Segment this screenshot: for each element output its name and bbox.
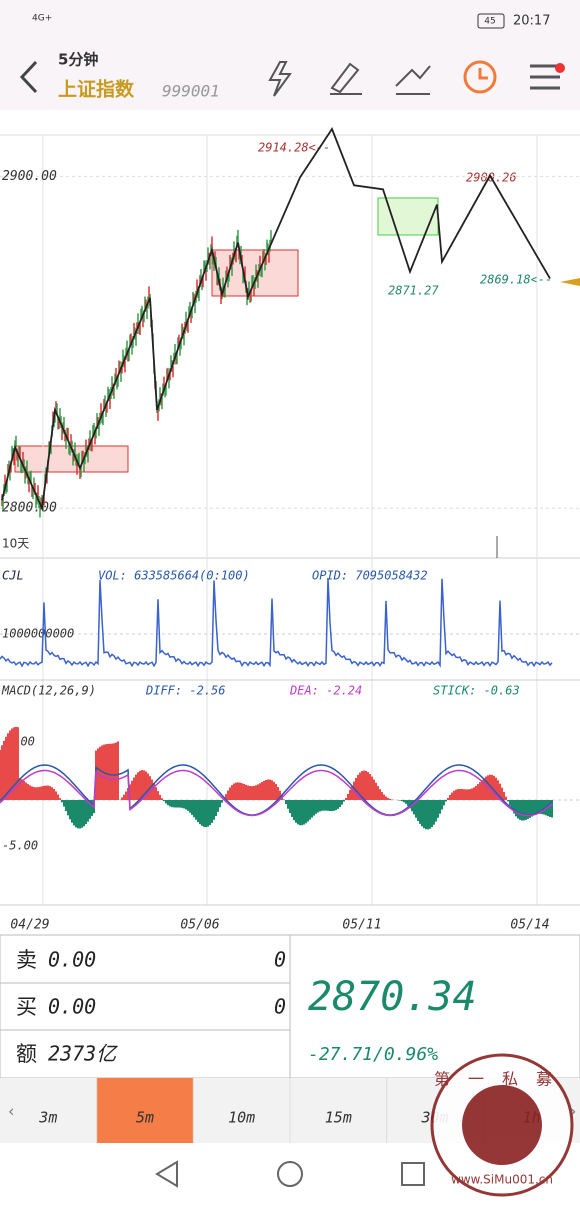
battery: 45 bbox=[484, 17, 495, 27]
watermark-title: 第一私募 bbox=[434, 1070, 570, 1089]
tab[interactable]: 10m bbox=[228, 1109, 255, 1127]
seal-core bbox=[462, 1085, 542, 1165]
line-button[interactable] bbox=[395, 65, 431, 95]
row-value: 0.00 bbox=[48, 948, 96, 972]
row-label: 卖 bbox=[16, 948, 37, 972]
index-code: 999001 bbox=[162, 82, 220, 101]
watermark: 第一私募 www.SiMu001.cn bbox=[430, 1053, 574, 1197]
row-volume: 0 bbox=[274, 995, 286, 1019]
quote-table: 卖 0.00 0 买 0.00 0 额 2373亿 2870.34 -27.71/0.96% bbox=[0, 934, 580, 1079]
row-value: 0.00 bbox=[48, 995, 96, 1019]
row-label: 买 bbox=[16, 995, 37, 1019]
date-label: 05/11 bbox=[342, 918, 381, 933]
index-name: 上证指数 bbox=[58, 78, 135, 101]
badge bbox=[555, 63, 565, 73]
back-button[interactable] bbox=[19, 60, 38, 94]
macd-tick: -5.00 bbox=[2, 839, 38, 853]
row-label: 额 bbox=[16, 1042, 37, 1066]
watermark-url: www.SiMu001.cn bbox=[451, 1173, 553, 1187]
date-label: 04/29 bbox=[10, 918, 49, 933]
dea-label: DEA: -2.24 bbox=[289, 684, 362, 698]
date-axis: 04/29 05/06 05/11 05/14 bbox=[10, 918, 549, 933]
flash-button[interactable] bbox=[268, 61, 292, 97]
volume-panel: CJL VOL: 633585664(0:100) OPID: 70950584… bbox=[0, 569, 580, 681]
draw-button[interactable] bbox=[330, 62, 362, 95]
network: 4G+ bbox=[32, 14, 52, 24]
diff-line bbox=[0, 764, 553, 816]
tab[interactable]: 15m bbox=[325, 1109, 352, 1127]
vol-tick: 1000000000 bbox=[2, 627, 74, 641]
nav-recent[interactable] bbox=[401, 1162, 425, 1186]
row-value: 2373亿 bbox=[48, 1042, 118, 1066]
menu-button[interactable] bbox=[530, 64, 560, 90]
last-price: 2870.34 bbox=[308, 974, 477, 1020]
clock-hand bbox=[478, 68, 488, 80]
annotation: 2914.28<-- bbox=[258, 141, 330, 155]
tab-right[interactable]: › bbox=[570, 1102, 576, 1121]
days-label: 10天 bbox=[2, 537, 29, 551]
tab[interactable]: 3m bbox=[38, 1109, 57, 1127]
y-tick-label: 2900.00 bbox=[2, 169, 57, 184]
clock-button[interactable] bbox=[463, 60, 497, 94]
tab-active[interactable] bbox=[96, 1078, 194, 1143]
period: 5分钟 bbox=[58, 51, 98, 69]
main-chart: 2914.28<-- 2900.26 2871.27 2869.18<-- 10… bbox=[0, 127, 580, 905]
stick-label: STICK: -0.63 bbox=[433, 684, 520, 698]
tab[interactable]: 5m bbox=[136, 1109, 154, 1127]
zigzag-line bbox=[1, 127, 551, 512]
diff-label: DIFF: -2.56 bbox=[145, 684, 225, 698]
volume-line bbox=[0, 578, 553, 668]
vol-name: CJL bbox=[2, 569, 24, 583]
price-pointer bbox=[560, 278, 580, 286]
dea-line bbox=[0, 769, 553, 817]
nav-back[interactable] bbox=[155, 1160, 178, 1188]
annotation: 2869.18<-- bbox=[480, 273, 552, 287]
date-label: 05/14 bbox=[510, 918, 549, 933]
battery-icon bbox=[477, 13, 505, 29]
vol-label: VOL: 633585664(0:100) bbox=[98, 569, 250, 583]
price-change: -27.71/0.96% bbox=[308, 1044, 438, 1065]
row-volume: 0 bbox=[274, 948, 286, 972]
annotation: 2871.27 bbox=[388, 284, 439, 298]
tab-left[interactable]: ‹ bbox=[8, 1102, 14, 1121]
macd-name: MACD(12,26,9) bbox=[1, 684, 96, 698]
opid-label: OPID: 7095058432 bbox=[312, 569, 428, 583]
nav-home[interactable] bbox=[277, 1161, 303, 1187]
y-tick-label: 2800.00 bbox=[2, 501, 57, 516]
date-label: 05/06 bbox=[180, 918, 219, 933]
clock: 20:17 bbox=[513, 14, 550, 29]
macd-panel: MACD(12,26,9) DIFF: -2.56 DEA: -2.24 STI… bbox=[0, 684, 580, 853]
